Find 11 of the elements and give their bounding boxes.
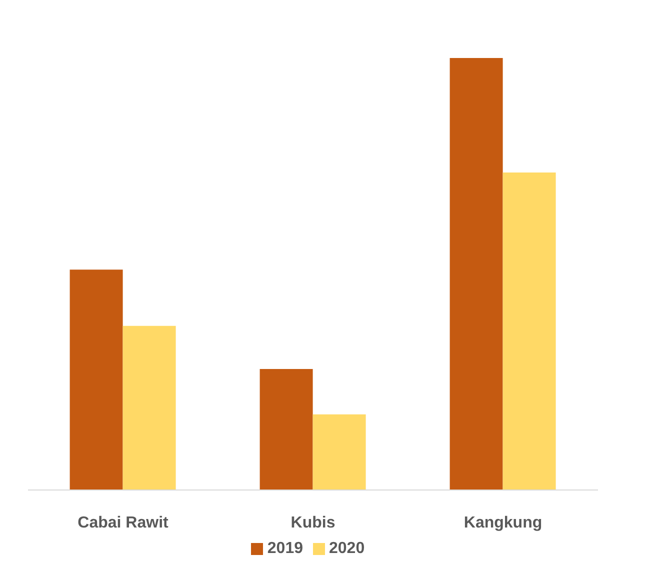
legend-label: 2020	[329, 540, 365, 557]
bar	[122, 326, 176, 490]
bar	[260, 369, 313, 490]
x-tick-label: Cabai Rawit	[78, 514, 170, 532]
x-tick-label: Kangkung	[464, 514, 542, 532]
bar	[312, 414, 366, 490]
bar	[450, 58, 503, 490]
x-tick-label: Kubis	[290, 514, 336, 532]
bar	[502, 172, 556, 490]
bar	[70, 270, 123, 490]
legend-label: 2019	[267, 540, 303, 557]
